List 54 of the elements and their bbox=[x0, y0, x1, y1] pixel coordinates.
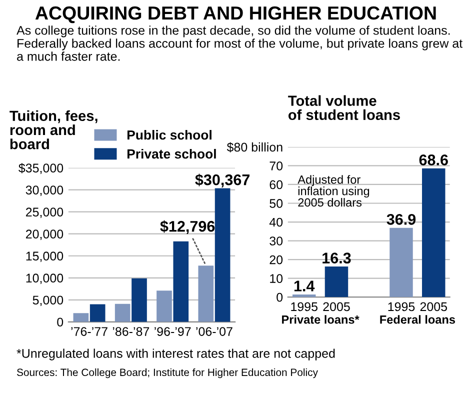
x-tick-label: 1995 bbox=[291, 302, 318, 312]
y-tick-label: 10,000 bbox=[26, 274, 64, 284]
chart-title: Total volume of student loans bbox=[288, 95, 400, 120]
data-label: $30,367 bbox=[195, 174, 250, 188]
legend-label: Public school bbox=[127, 130, 212, 140]
y-axis-title: Tuition, fees, room and board bbox=[10, 110, 98, 150]
y-tick-label: 5,000 bbox=[32, 296, 64, 306]
y-tick-label: 70 bbox=[270, 162, 283, 170]
bar bbox=[292, 294, 316, 298]
y-tick-label: 40 bbox=[269, 218, 283, 227]
y-tick-label: 60 bbox=[270, 180, 283, 190]
x-tick-label: 1995 bbox=[388, 302, 415, 312]
y-tick-label: 0 bbox=[276, 292, 283, 302]
bar bbox=[214, 188, 230, 322]
bar bbox=[390, 228, 413, 298]
y-tick-label: 30,000 bbox=[26, 186, 64, 196]
chart-subtitle: As college tuitions rose in the past decade, so did the volume of student loans. Federally backed loans account for most of the volume, but private loans grew at a much faster rate. bbox=[16, 26, 462, 61]
chart-title: ACQUIRING DEBT AND HIGHER EDUCATION bbox=[35, 6, 436, 24]
legend-label: Private school bbox=[127, 148, 216, 159]
x-tick-label: ’76-’77 bbox=[71, 327, 108, 336]
y-tick-label: 0 bbox=[57, 318, 64, 327]
bar bbox=[422, 168, 446, 298]
y-tick-label: 30 bbox=[270, 236, 283, 246]
bar bbox=[156, 290, 172, 322]
x-tick-label: 2005 bbox=[323, 302, 350, 312]
y-tick-label: $80 billion bbox=[226, 142, 282, 152]
data-label: 1.4 bbox=[294, 280, 315, 292]
text: Private loans* bbox=[282, 315, 360, 324]
y-tick-label: 20 bbox=[270, 255, 283, 264]
y-tick-label: 15,000 bbox=[26, 252, 64, 262]
data-label: 36.9 bbox=[386, 214, 416, 225]
x-tick-label: ’96-’97 bbox=[154, 327, 191, 336]
data-label: 68.6 bbox=[419, 154, 448, 166]
text: *Unregulated loans with interest rates that are not capped bbox=[16, 348, 335, 360]
y-tick-label: $35,000 bbox=[18, 163, 64, 174]
y-tick-label: 25,000 bbox=[26, 208, 64, 218]
data-label: 16.3 bbox=[322, 252, 351, 264]
bar bbox=[198, 266, 214, 322]
annotation: Adjusted for inflation using 2005 dollars bbox=[298, 175, 370, 207]
data-label: $12,796 bbox=[160, 220, 215, 234]
bar bbox=[90, 304, 106, 322]
text: Federal loans bbox=[380, 315, 456, 324]
bar bbox=[324, 266, 348, 298]
bar bbox=[114, 304, 130, 322]
bar bbox=[132, 278, 147, 322]
x-tick-label: ’86-’87 bbox=[112, 327, 150, 336]
y-tick-label: 10 bbox=[270, 274, 283, 283]
bar bbox=[173, 241, 189, 322]
source-note: Sources: The College Board; Institute for Higher Education Policy bbox=[16, 368, 318, 378]
x-tick-label: 2005 bbox=[420, 302, 448, 312]
x-tick-label: ’06-’07 bbox=[196, 327, 232, 336]
y-tick-label: 50 bbox=[270, 199, 283, 208]
y-tick-label: 20,000 bbox=[26, 230, 64, 240]
bar bbox=[73, 313, 89, 322]
